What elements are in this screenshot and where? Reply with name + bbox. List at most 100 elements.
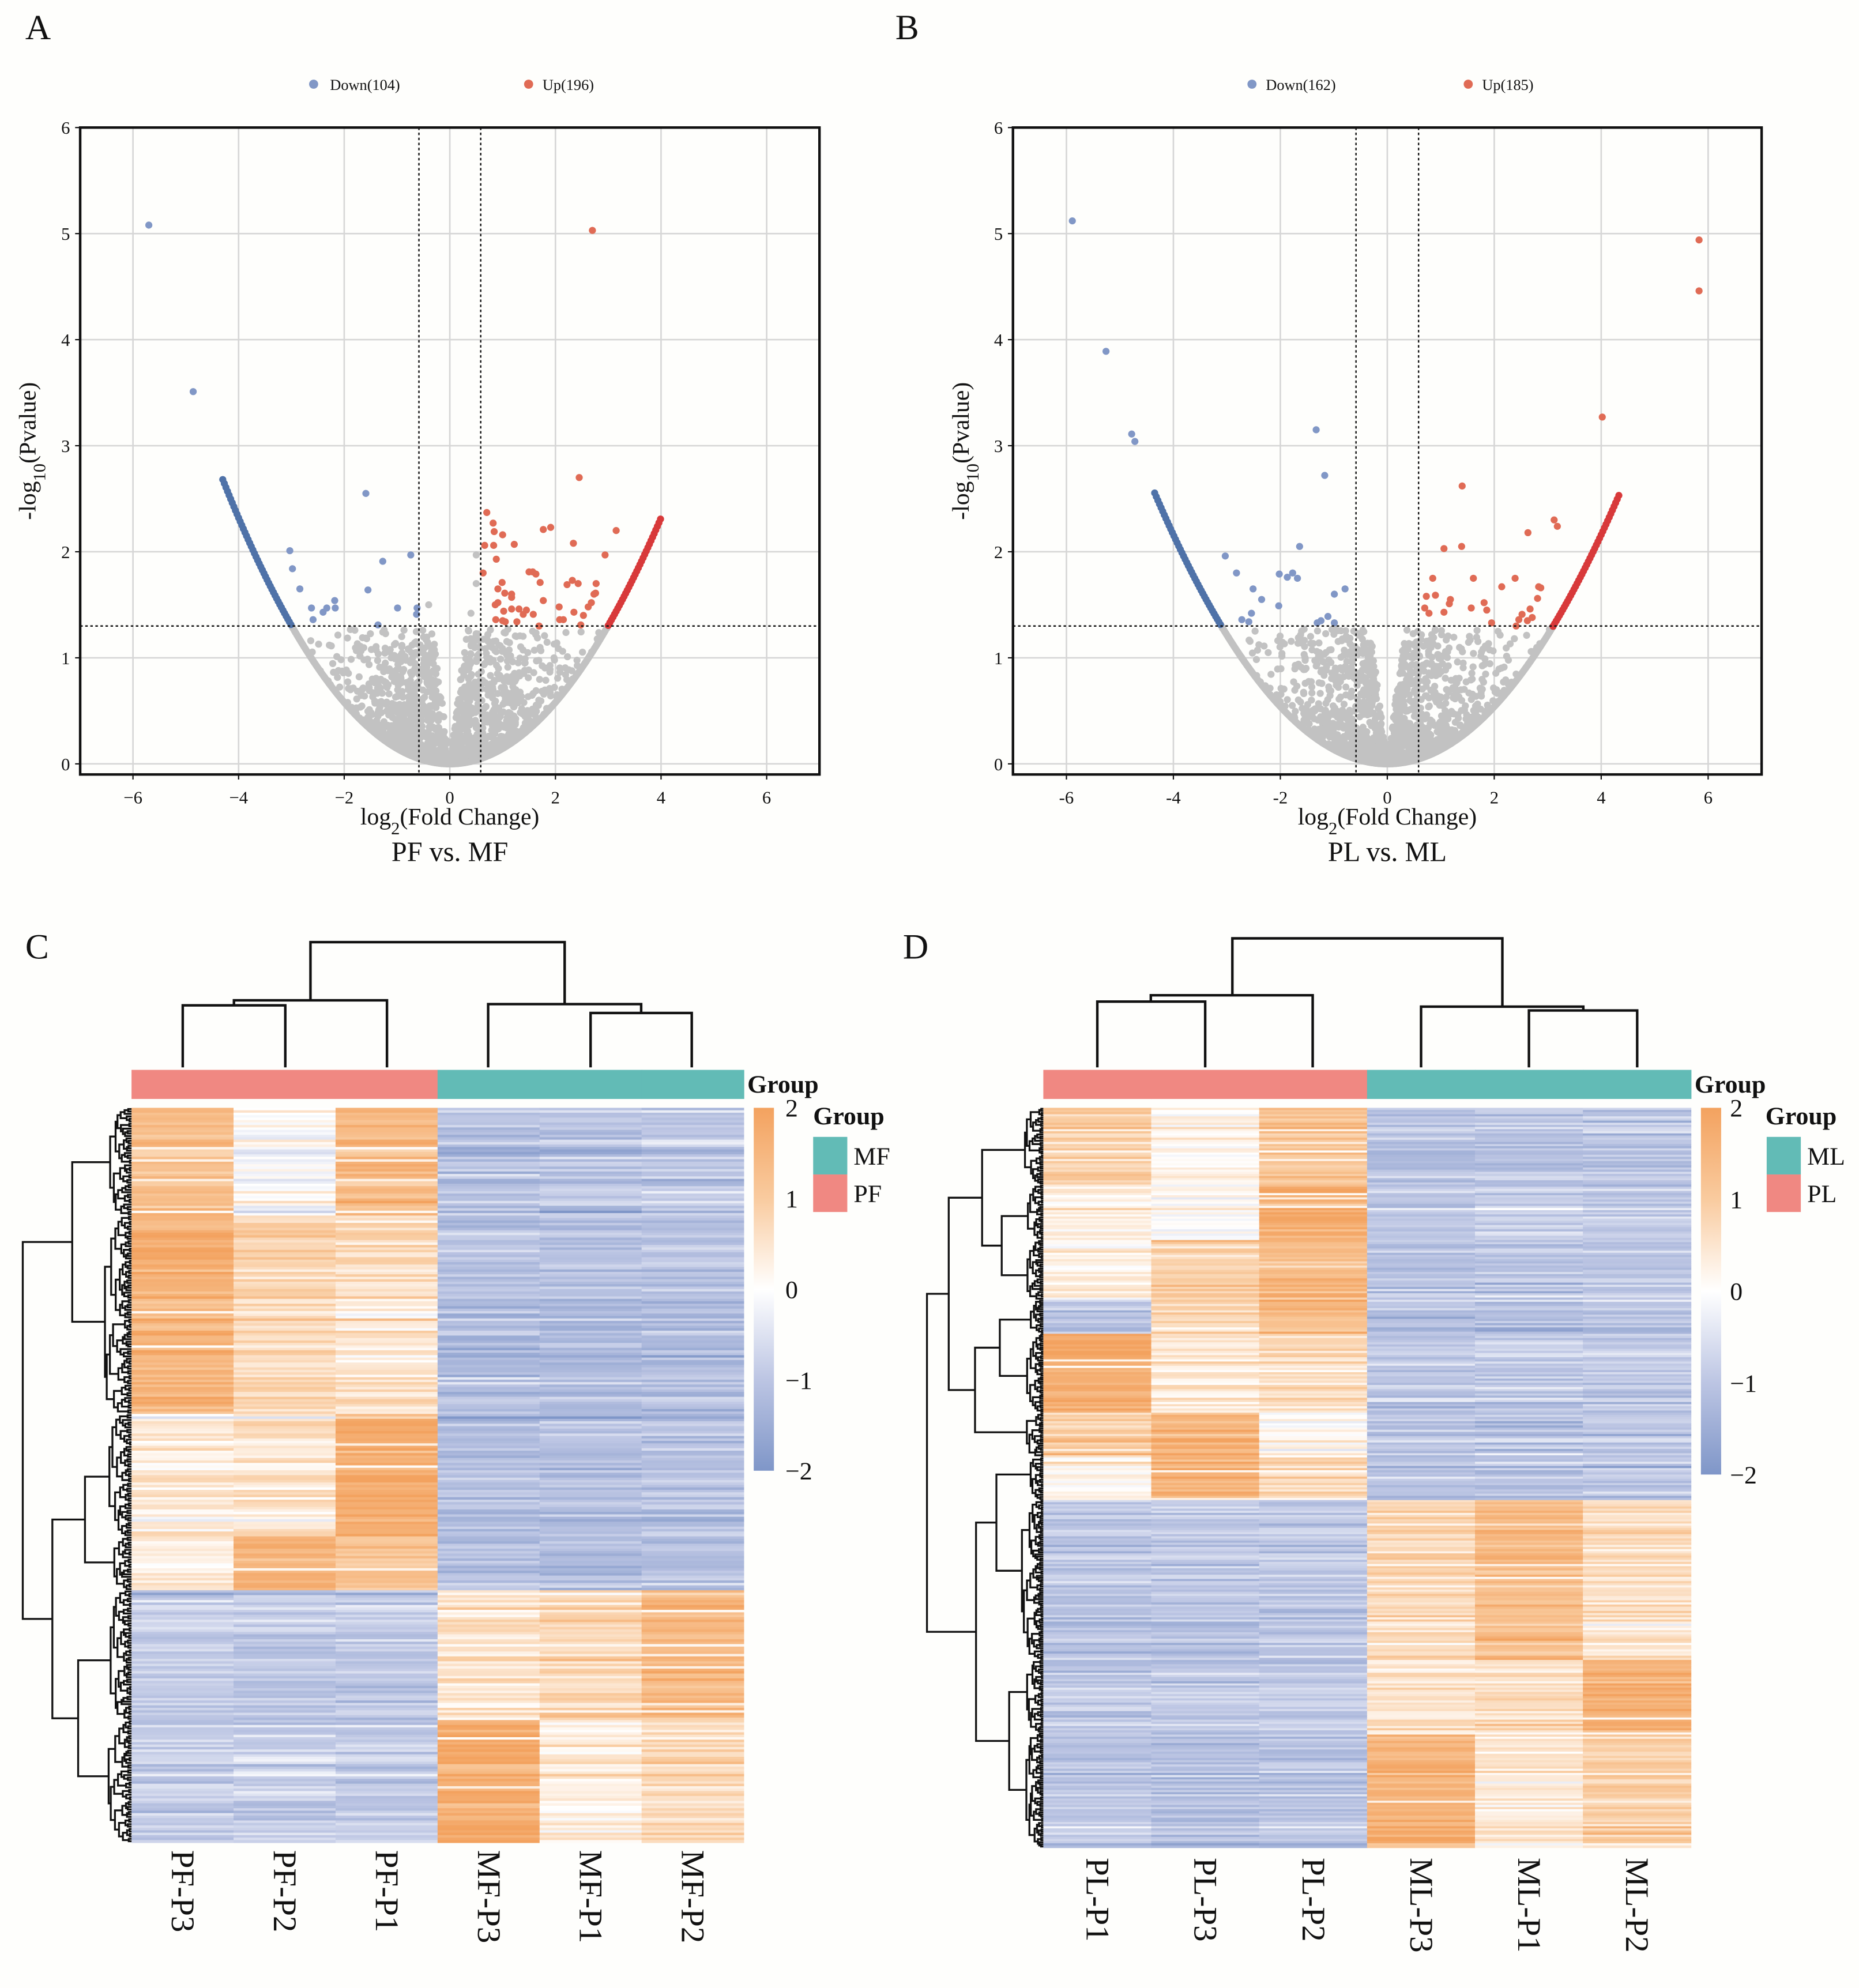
ns-point (1246, 638, 1254, 645)
ns-point (511, 632, 519, 640)
ns-point (366, 706, 373, 714)
up-point (1488, 619, 1495, 627)
ns-point (431, 641, 438, 648)
ns-point (397, 673, 404, 680)
down-point (145, 221, 153, 229)
ns-point (1265, 649, 1272, 656)
ns-point (1403, 626, 1411, 634)
volcano-plot-b: Down(162) Up(185)-6 -4 -2 0 2 4 60123456log2(Fo… (948, 77, 1763, 868)
ns-point (524, 693, 532, 701)
ns-point (426, 725, 434, 732)
up-point (494, 585, 502, 593)
down-point (1312, 426, 1320, 434)
ns-point (408, 649, 415, 657)
ns-point (411, 664, 419, 672)
y-tick-label: 0 (61, 755, 70, 774)
ns-point (509, 688, 517, 696)
data-points (145, 221, 664, 768)
ns-point (468, 671, 475, 679)
ns-point (536, 676, 543, 683)
ns-point (502, 650, 510, 657)
ns-point (460, 671, 468, 679)
ns-point (1427, 731, 1435, 739)
up-point (1695, 287, 1703, 295)
ns-point (428, 688, 435, 696)
ns-point (333, 668, 340, 676)
ns-point (1348, 717, 1356, 725)
ns-point (1348, 725, 1355, 732)
ns-point (465, 627, 472, 635)
ns-point (1327, 658, 1335, 667)
up-point (490, 541, 498, 549)
ns-point (366, 687, 373, 694)
ns-point (367, 630, 374, 638)
y-axis-label-suffix: (Pvalue) (14, 382, 41, 464)
ns-point (1496, 631, 1504, 639)
down-point (362, 490, 370, 497)
ns-point (1300, 690, 1308, 698)
ns-point (1300, 666, 1308, 673)
ns-point (1319, 658, 1327, 666)
down-point (1275, 602, 1282, 609)
ns-point (413, 640, 420, 647)
ns-point (537, 697, 545, 705)
group-annotation-cell (437, 1070, 540, 1100)
ns-point (1334, 627, 1342, 634)
ns-point (543, 638, 551, 646)
ns-point (1301, 643, 1308, 650)
down-point (308, 604, 315, 612)
ns-point (455, 735, 462, 743)
ns-point (1442, 666, 1450, 674)
up-point (501, 589, 509, 597)
ns-point (1368, 736, 1376, 744)
ns-point (438, 731, 445, 739)
up-point (481, 541, 488, 549)
ns-point (393, 709, 401, 716)
ns-point (1431, 721, 1438, 729)
ns-point (1301, 637, 1308, 644)
down-point (1245, 618, 1252, 626)
ns-point (355, 673, 363, 681)
ns-point (344, 634, 351, 642)
down-point (1131, 438, 1139, 445)
up-point (492, 616, 499, 623)
down-point (319, 608, 327, 616)
ns-point (1478, 662, 1486, 669)
ns-point (465, 680, 473, 688)
ns-point (428, 732, 435, 740)
ns-point (1468, 669, 1476, 677)
ns-point (1314, 627, 1322, 635)
ns-point (1363, 701, 1371, 709)
ns-point (542, 676, 550, 684)
ns-point (1307, 639, 1315, 647)
down-point (1248, 609, 1255, 617)
ns-point (494, 706, 502, 713)
ns-point (1353, 629, 1360, 637)
x-axis-label-subscript: 2 (391, 819, 400, 838)
ns-point (470, 639, 477, 647)
up-point (1467, 604, 1475, 612)
ns-point (1465, 689, 1473, 697)
group-annotation-cell (335, 1070, 438, 1100)
ns-point (1442, 647, 1450, 656)
ns-point (518, 709, 525, 717)
ns-point (1251, 627, 1259, 635)
ns-point (1335, 713, 1342, 721)
ns-point (1443, 710, 1450, 718)
ns-point (1325, 686, 1333, 694)
ns-point (1523, 631, 1530, 639)
up-point (555, 603, 563, 611)
ns-point (499, 733, 507, 740)
ns-point (347, 656, 355, 663)
down-point (331, 597, 338, 604)
ns-point (1463, 711, 1470, 718)
up-point (1553, 522, 1561, 530)
x-tick-label: 6 (762, 788, 771, 808)
ns-point (379, 720, 387, 727)
ns-point (473, 720, 480, 728)
panel-label-c: C (25, 928, 49, 967)
ns-point (462, 635, 470, 643)
ns-point (1431, 666, 1438, 673)
up-point (1446, 600, 1453, 608)
